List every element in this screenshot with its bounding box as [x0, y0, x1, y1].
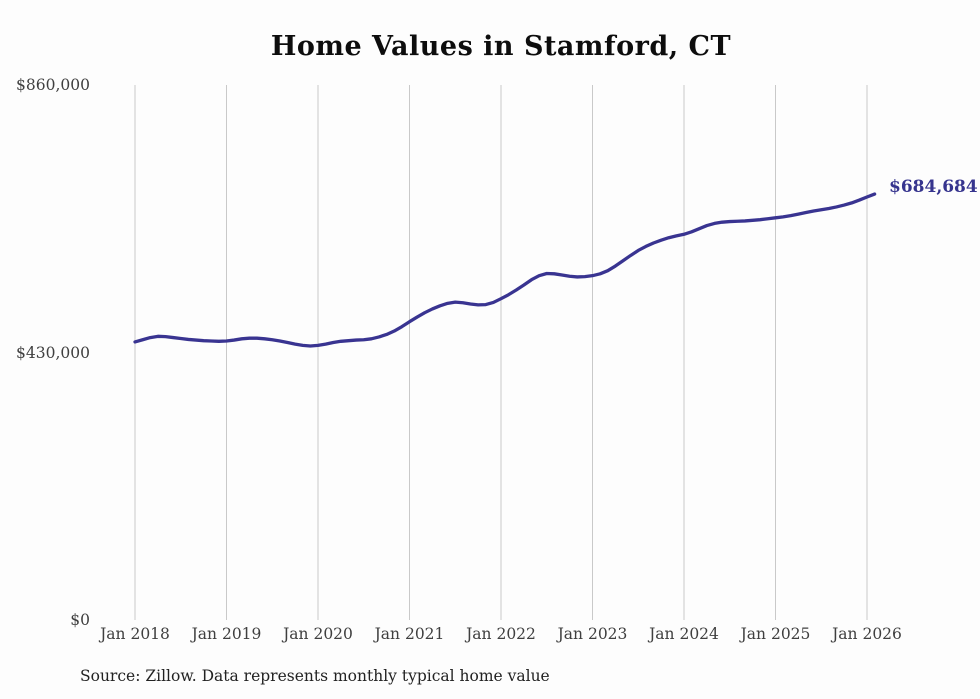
x-axis-label: Jan 2026 — [832, 625, 902, 643]
x-axis-label: Jan 2024 — [649, 625, 719, 643]
y-axis-label: $0 — [70, 611, 90, 629]
y-axis-label: $430,000 — [16, 343, 90, 362]
x-axis-label: Jan 2020 — [283, 625, 353, 643]
x-axis-label: Jan 2025 — [740, 625, 811, 643]
chart-title: Home Values in Stamford, CT — [270, 31, 732, 62]
latest-value-label: $684,684 — [889, 177, 978, 197]
x-axis-label: Jan 2019 — [191, 625, 262, 643]
x-axis-label: Jan 2023 — [557, 625, 628, 643]
x-axis-label: Jan 2018 — [100, 625, 170, 643]
x-axis-label: Jan 2022 — [466, 625, 536, 643]
x-axis-label: Jan 2021 — [374, 625, 445, 643]
source-note: Source: Zillow. Data represents monthly … — [80, 667, 550, 685]
home-value-series-line — [133, 192, 877, 348]
y-axis-label: $860,000 — [16, 76, 90, 94]
